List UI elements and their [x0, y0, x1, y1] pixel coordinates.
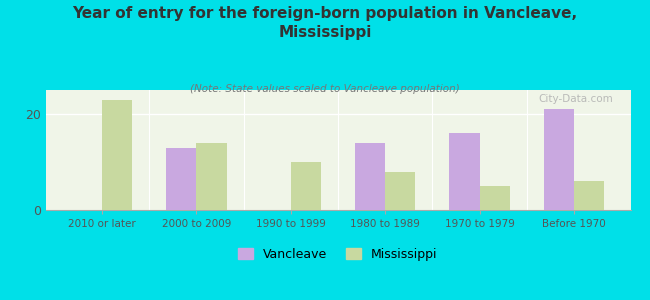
Bar	[543, 109, 574, 210]
Text: (Note: State values scaled to Vancleave population): (Note: State values scaled to Vancleave …	[190, 84, 460, 94]
Bar	[355, 143, 385, 210]
Text: Year of entry for the foreign-born population in Vancleave,
Mississippi: Year of entry for the foreign-born popul…	[72, 6, 578, 40]
Legend: Vancleave, Mississippi: Vancleave, Mississippi	[233, 243, 443, 266]
Bar	[385, 172, 415, 210]
Bar	[196, 143, 227, 210]
Bar	[102, 100, 133, 210]
Bar	[480, 186, 510, 210]
Bar	[574, 181, 604, 210]
Bar	[166, 148, 196, 210]
Bar	[449, 133, 480, 210]
Bar	[291, 162, 321, 210]
Text: City-Data.com: City-Data.com	[538, 94, 613, 103]
